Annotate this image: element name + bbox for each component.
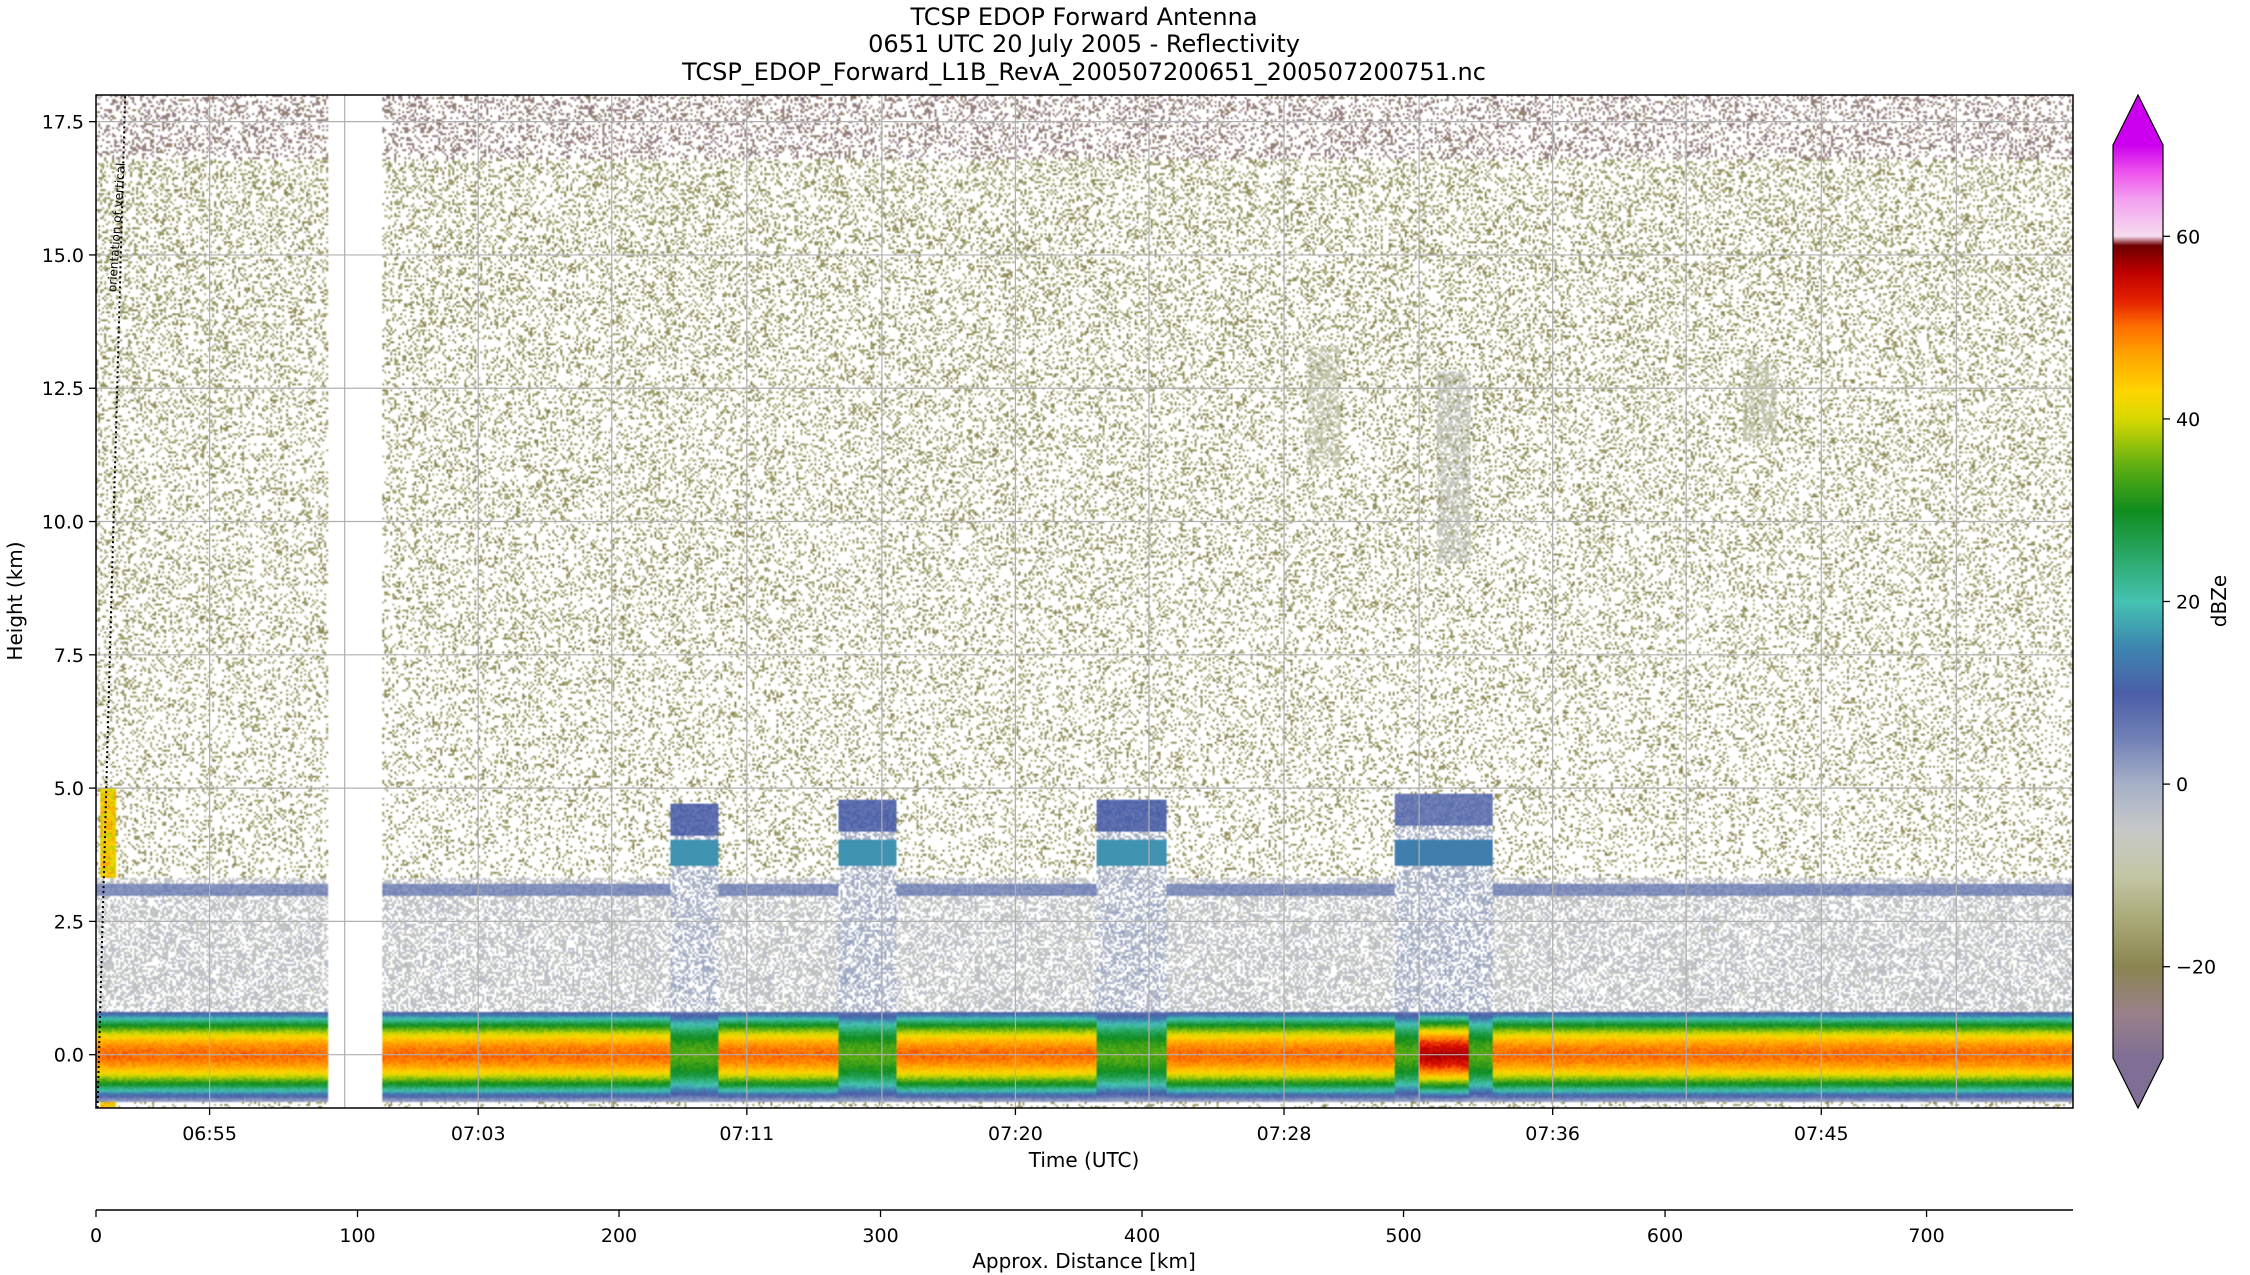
x-axis-ticks: 06:55 07:03 07:11 07:20 07:28 07:36 07:45 — [182, 1108, 1849, 1145]
distance-tick-label: 700 — [1908, 1225, 1944, 1247]
gridlines — [96, 95, 2073, 1108]
colorbar-tick-label: 0 — [2176, 774, 2188, 796]
y-tick-label: 5.0 — [54, 778, 84, 800]
x-tick-label: 07:36 — [1525, 1123, 1580, 1145]
chart-title-line-2: 0651 UTC 20 July 2005 - Reflectivity — [868, 30, 1300, 58]
x-tick-label: 07:28 — [1257, 1123, 1312, 1145]
y-tick-label: 12.5 — [42, 378, 84, 400]
distance-tick-label: 0 — [90, 1225, 102, 1247]
colorbar-tick-label: 20 — [2176, 592, 2200, 614]
x-tick-label: 07:11 — [719, 1123, 774, 1145]
chart-title-line-3: TCSP_EDOP_Forward_L1B_RevA_200507200651_… — [681, 58, 1486, 86]
x-tick-label: 07:45 — [1794, 1123, 1849, 1145]
y-axis-ticks: 0.0 2.5 5.0 7.5 10.0 12.5 15.0 17.5 — [42, 112, 96, 1067]
distance-axis-label: Approx. Distance [km] — [972, 1249, 1196, 1273]
plot-frame — [95, 94, 2074, 1109]
x-tick-label: 07:03 — [451, 1123, 506, 1145]
colorbar-outline — [2112, 93, 2164, 1110]
distance-axis-ticks: 0 100 200 300 400 500 600 700 — [90, 1210, 1945, 1247]
distance-tick-label: 100 — [339, 1225, 375, 1247]
colorbar-tick-label: 40 — [2176, 409, 2200, 431]
orientation-line — [96, 95, 127, 1108]
y-tick-label: 0.0 — [54, 1045, 84, 1067]
y-tick-label: 15.0 — [42, 245, 84, 267]
chart-title-line-1: TCSP EDOP Forward Antenna — [909, 3, 1257, 31]
reflectivity-heatmap — [96, 95, 2073, 1108]
x-tick-label: 06:55 — [182, 1123, 237, 1145]
colorbar: −20 0 20 40 60 dBZe — [2112, 93, 2231, 1110]
distance-tick-label: 300 — [862, 1225, 898, 1247]
distance-axis: 0 100 200 300 400 500 600 700 Approx. Distance … — [90, 1209, 2073, 1273]
x-axis-label: Time (UTC) — [1028, 1148, 1140, 1172]
colorbar-tick-label: 60 — [2176, 226, 2200, 248]
y-tick-label: 2.5 — [54, 911, 84, 933]
y-tick-label: 10.0 — [42, 512, 84, 534]
colorbar-label: dBZe — [2207, 575, 2231, 627]
colorbar-extend-min — [2113, 1058, 2163, 1108]
colorbar-ticks: −20 0 20 40 60 — [2163, 226, 2216, 979]
y-axis-label: Height (km) — [3, 541, 27, 660]
y-tick-label: 7.5 — [54, 645, 84, 667]
colorbar-body — [2113, 145, 2163, 1058]
colorbar-extend-max — [2113, 95, 2163, 145]
colorbar-tick-label: −20 — [2176, 957, 2216, 979]
x-tick-label: 07:20 — [988, 1123, 1043, 1145]
y-tick-label: 17.5 — [42, 112, 84, 134]
distance-tick-label: 600 — [1647, 1225, 1683, 1247]
distance-tick-label: 400 — [1124, 1225, 1160, 1247]
plot-area: orientation of vertical — [95, 94, 2074, 1109]
distance-tick-label: 200 — [601, 1225, 637, 1247]
distance-tick-label: 500 — [1385, 1225, 1421, 1247]
